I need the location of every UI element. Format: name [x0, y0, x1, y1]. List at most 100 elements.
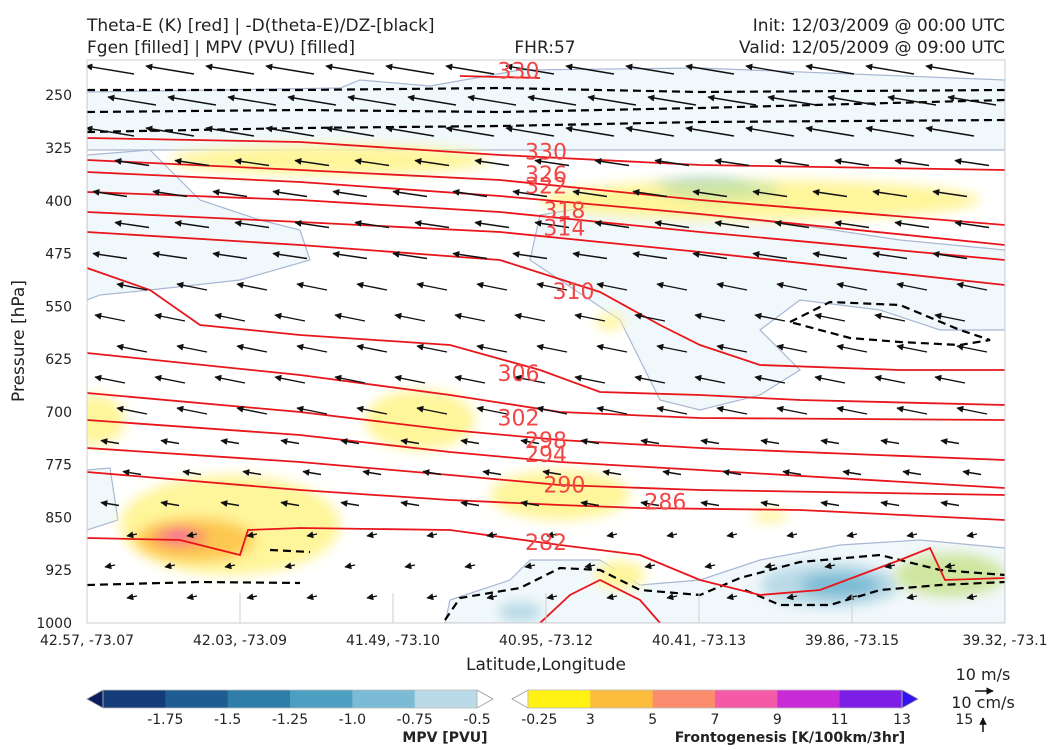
wind-vector-197: [242, 469, 262, 476]
wind-vector-78: [294, 219, 330, 229]
wind-vector-119: [956, 281, 988, 291]
wind-vector-162: [814, 374, 846, 384]
wind-vector-225: [126, 531, 138, 539]
wind-vector-74: [932, 188, 968, 198]
mpv-colorbar-label: MPV [PVU]: [402, 730, 487, 746]
wind-vector-6: [445, 63, 495, 75]
wind-vector-139: [356, 343, 388, 353]
wind-vector-166: [176, 405, 208, 415]
mpv-cbar-swatch-2: [165, 690, 229, 708]
wind-vector-76: [174, 219, 210, 229]
wind-vector-151: [154, 374, 186, 384]
wind-vector-109: [356, 281, 388, 291]
wind-vector-13: [865, 63, 915, 75]
theta-e-label-2: 326: [525, 163, 567, 188]
wind-vector-15: [107, 94, 157, 106]
wind-vector-210: [100, 500, 120, 507]
wind-vector-92: [212, 250, 248, 260]
wind-vector-144: [656, 343, 688, 353]
wind-vector-10: [685, 63, 735, 75]
theta-e-labels: 3303303263223183143103063022982942902862…: [497, 60, 686, 556]
wind-vector-248: [584, 562, 596, 570]
wind-vector-53: [594, 157, 630, 167]
wind-vector-187: [520, 438, 540, 445]
wind-vector-142: [536, 343, 568, 353]
wind-vector-182: [220, 438, 240, 445]
wind-vector-104: [932, 250, 968, 260]
mpv-cbar-frame: [102, 689, 478, 709]
wind-vector-140: [416, 343, 448, 353]
wind-vector-103: [872, 250, 908, 260]
y-tick-label-8: 850: [45, 510, 72, 526]
fgen-mid-band: [365, 390, 475, 450]
wind-vector-115: [716, 281, 748, 291]
wind-vector-14: [925, 63, 975, 75]
wind-vector-93: [272, 250, 308, 260]
wind-vector-202: [542, 469, 562, 476]
wind-vector-63: [272, 188, 308, 198]
wind-vector-176: [776, 405, 808, 415]
wind-vector-152: [214, 374, 246, 384]
wind-vector-54: [654, 157, 690, 167]
fgen-cbar-right-arrow: [901, 689, 919, 709]
wind-vector-77: [234, 219, 270, 229]
wind-vector-243: [284, 562, 296, 570]
wind-vector-239: [966, 531, 978, 539]
wind-vector-232: [546, 531, 558, 539]
theta-e-line-330: [87, 137, 1005, 171]
wind-vector-269: [966, 593, 978, 601]
wind-vector-193: [880, 438, 900, 445]
wind-vector-218: [580, 500, 600, 507]
wind-vector-246: [464, 562, 476, 570]
y-tick-label-7: 775: [45, 458, 72, 474]
y-axis: 250 325 400 475 550 625 700 775 850 925 1000: [36, 88, 72, 632]
wind-vector-72: [812, 188, 848, 198]
wind-vector-118: [896, 281, 928, 291]
wind-vector-7: [505, 63, 555, 75]
wind-vector-261: [486, 593, 498, 601]
wind-vector-258: [306, 593, 318, 601]
wind-vector-191: [760, 438, 780, 445]
wind-vector-240: [104, 562, 116, 570]
wind-vector-256: [186, 593, 198, 601]
wind-vector-250: [704, 562, 716, 570]
wind-vector-219: [640, 500, 660, 507]
fgen-cbar-left-arrow: [511, 689, 529, 709]
wind-vector-57: [834, 157, 870, 167]
wind-vector-131: [754, 312, 786, 322]
wind-vector-194: [940, 438, 960, 445]
wind-vector-28: [887, 94, 937, 106]
theta-e-label-7: 306: [497, 362, 539, 387]
theta-e-label-9: 298: [525, 429, 567, 454]
mpv-blob-2: [800, 573, 880, 597]
fgen-cbar-tick-0: 3: [586, 712, 595, 728]
mpv-cbar-swatch-5: [352, 690, 416, 708]
wind-vector-69: [632, 188, 668, 198]
wind-vector-169: [356, 405, 388, 415]
wind-vector-123: [274, 312, 306, 322]
stability-contour-8: [269, 548, 311, 554]
wind-vector-158: [574, 374, 606, 384]
wind-vector-230: [426, 531, 438, 539]
wind-vector-143: [596, 343, 628, 353]
fgen-lower-right: [895, 553, 1005, 597]
theta-e-label-3: 322: [525, 174, 567, 199]
wind-vector-34: [325, 125, 375, 137]
wind-vector-259: [366, 593, 378, 601]
mpv-cbar-tick-5: -0.5: [463, 712, 490, 728]
fgen-cbar-tick-3: 9: [773, 712, 782, 728]
wind-vector-71: [752, 188, 788, 198]
wind-vector-98: [572, 250, 608, 260]
y-tick-label-1: 325: [45, 141, 72, 157]
wind-vector-5: [385, 63, 435, 75]
wind-vector-17: [227, 94, 277, 106]
wind-vector-20: [407, 94, 457, 106]
wind-vector-43: [865, 125, 915, 137]
theta-e-label-1: 330: [525, 140, 567, 165]
wind-vector-96: [452, 250, 488, 260]
wind-vector-121: [154, 312, 186, 322]
wind-vector-147: [836, 343, 868, 353]
wind-vector-180: [100, 438, 120, 445]
mpv-cbar-swatch-3: [227, 690, 291, 708]
fgen-lower-left-core: [168, 530, 188, 540]
